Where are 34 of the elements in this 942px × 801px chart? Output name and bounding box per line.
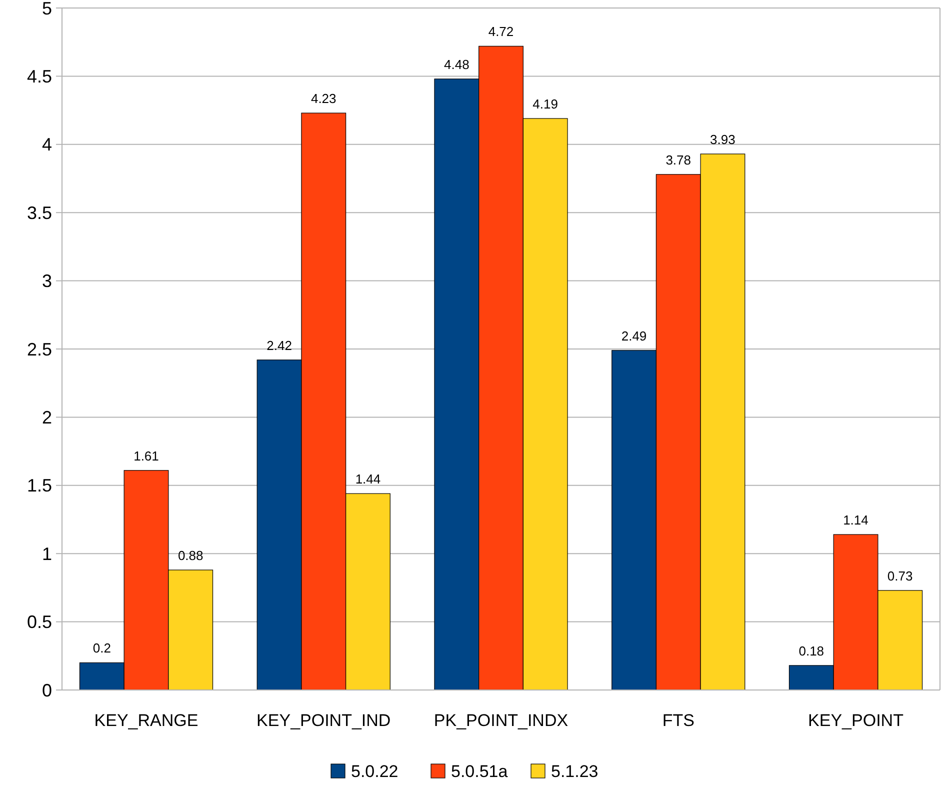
y-tick-label: 3.5 [26,202,52,223]
data-label: 4.23 [310,91,336,106]
x-tick-label: KEY_POINT [808,711,904,730]
y-tick-label: 5 [42,0,52,18]
y-tick-label: 4.5 [26,66,52,86]
x-tick-label: PK_POINT_INDX [434,711,568,730]
legend-label: 5.0.51a [451,762,508,781]
data-label: 3.93 [710,132,736,147]
y-tick-label: 3 [42,271,52,292]
data-label: 2.49 [621,328,647,344]
data-label: 4.48 [444,56,470,72]
data-label: 0.88 [178,548,204,563]
data-label: 0.73 [887,568,913,584]
x-tick-label: KEY_RANGE [94,711,198,730]
legend-label: 5.1.23 [551,762,598,781]
data-label: 0.2 [92,640,111,656]
y-tick-label: 0.5 [26,612,52,632]
y-tick-label: 1 [42,544,52,564]
y-tick-label: 0 [42,680,52,700]
data-label: 4.72 [488,24,514,40]
data-label: 2.42 [266,338,292,353]
x-tick-label: FTS [662,711,694,730]
legend-label: 5.0.22 [351,762,398,781]
y-tick-label: 2.5 [26,339,52,360]
data-label: 0.18 [798,643,824,658]
data-label: 4.19 [532,96,558,112]
y-tick-label: 4 [42,134,52,155]
y-tick-label: 2 [42,408,52,428]
data-label: 1.44 [355,472,381,487]
data-label: 1.14 [843,512,868,528]
x-tick-label: KEY_POINT_IND [256,711,391,730]
y-tick-label: 1.5 [26,476,52,496]
data-label: 1.61 [134,448,159,464]
data-label: 3.78 [666,152,692,168]
